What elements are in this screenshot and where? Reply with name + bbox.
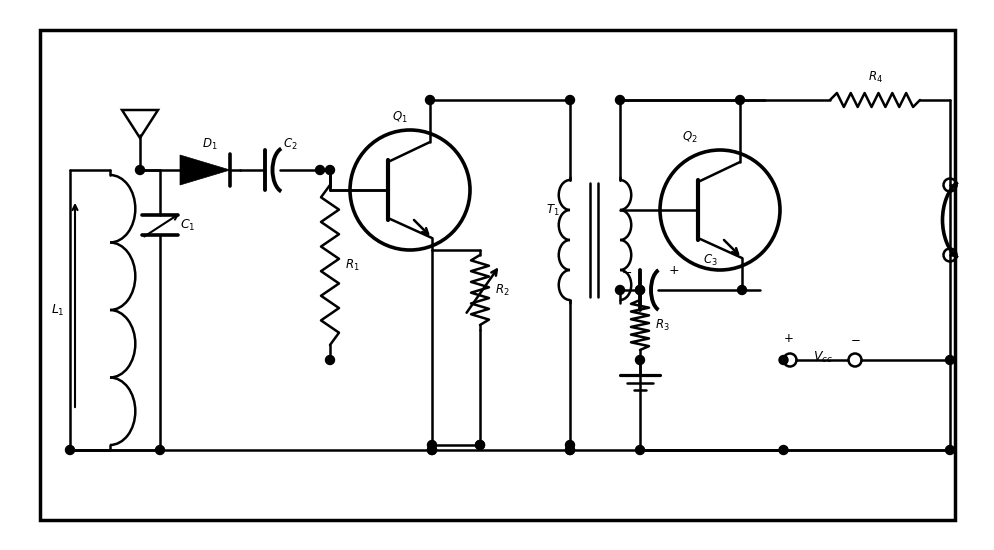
Text: $-$: $-$	[620, 266, 631, 278]
Polygon shape	[180, 155, 230, 185]
Circle shape	[635, 355, 644, 365]
Circle shape	[615, 285, 624, 294]
Circle shape	[66, 446, 75, 454]
Circle shape	[635, 285, 644, 294]
Circle shape	[635, 285, 644, 294]
Circle shape	[155, 446, 164, 454]
Text: $-$: $-$	[849, 332, 860, 345]
Circle shape	[565, 96, 574, 104]
Text: $+$: $+$	[667, 263, 679, 277]
Circle shape	[944, 446, 953, 454]
Text: $C_1$: $C_1$	[180, 217, 195, 233]
Text: $R_3$: $R_3$	[654, 317, 669, 333]
Circle shape	[635, 446, 644, 454]
Circle shape	[325, 355, 334, 365]
Text: $R_4$: $R_4$	[867, 70, 882, 85]
Text: $V_{cc}$: $V_{cc}$	[812, 349, 832, 365]
Text: $+$: $+$	[782, 332, 792, 345]
Text: $T_1$: $T_1$	[546, 202, 560, 218]
Text: $Q_1$: $Q_1$	[392, 110, 408, 125]
Circle shape	[475, 441, 484, 449]
Circle shape	[427, 446, 436, 454]
Text: $Q_2$: $Q_2$	[682, 130, 697, 145]
Text: $R_2$: $R_2$	[494, 283, 509, 298]
Circle shape	[778, 446, 787, 454]
Text: $L_1$: $L_1$	[52, 302, 65, 317]
Circle shape	[565, 446, 574, 454]
Circle shape	[427, 446, 436, 454]
Circle shape	[425, 96, 434, 104]
Circle shape	[427, 441, 436, 449]
Circle shape	[565, 446, 574, 454]
Text: $C_2$: $C_2$	[282, 137, 297, 152]
Text: $D_1$: $D_1$	[202, 137, 218, 152]
Circle shape	[135, 166, 144, 174]
Circle shape	[778, 355, 787, 365]
Circle shape	[565, 441, 574, 449]
Circle shape	[735, 96, 744, 104]
Circle shape	[737, 285, 746, 294]
Circle shape	[475, 441, 484, 449]
Circle shape	[615, 96, 624, 104]
Text: $C_3$: $C_3$	[702, 253, 717, 268]
Bar	[40, 30, 954, 520]
Circle shape	[325, 166, 334, 174]
Text: $R_1$: $R_1$	[345, 257, 359, 273]
Circle shape	[315, 166, 324, 174]
Circle shape	[944, 355, 953, 365]
